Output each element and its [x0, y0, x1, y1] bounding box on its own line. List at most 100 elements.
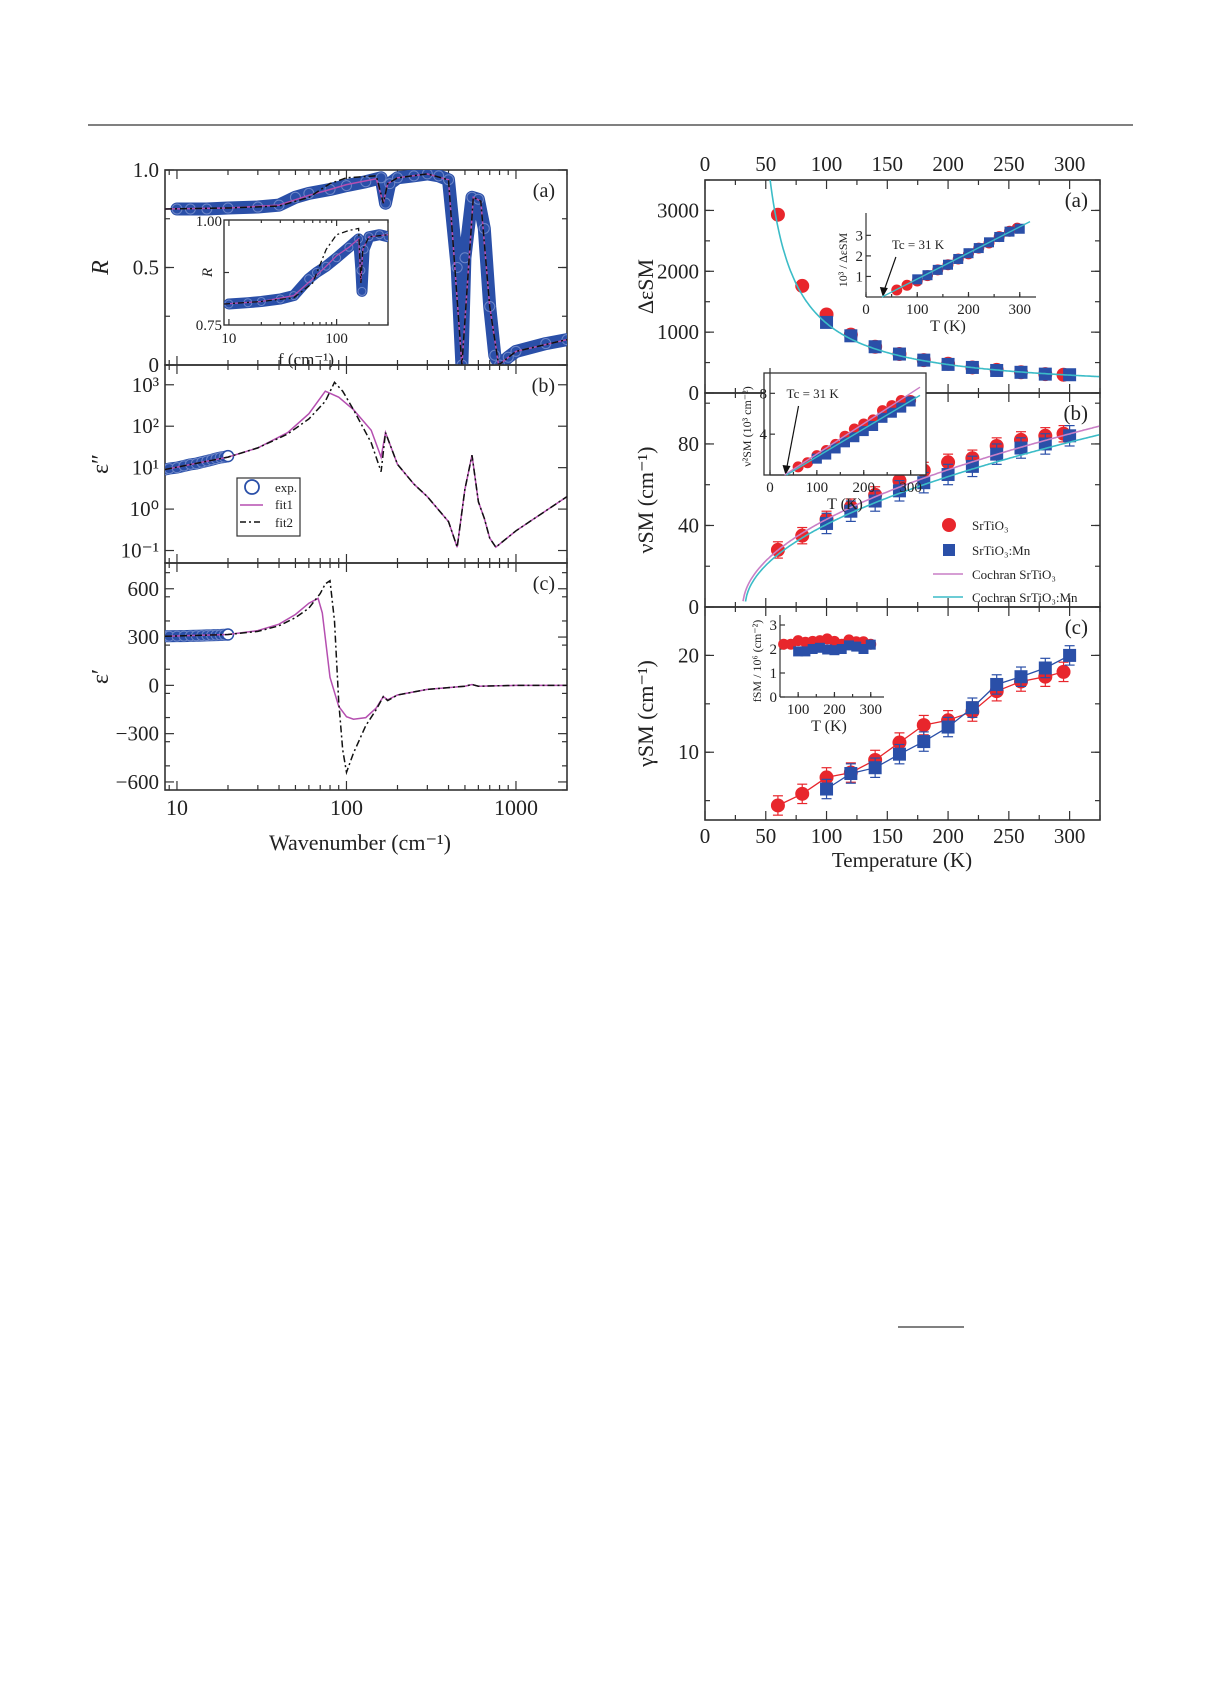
- inset-x-axis-label: T (K): [811, 718, 847, 735]
- inset-x-tick-label: 200: [823, 702, 846, 718]
- inset-y-axis-label: R: [200, 268, 216, 278]
- panel-frame: [164, 364, 568, 564]
- legend-marker-exp: [244, 479, 260, 495]
- series-group: [165, 170, 567, 365]
- legend-box: [236, 477, 301, 537]
- inset-a: 0 100 200 300 1 2 3 T (K) 10³ / ΔεSM Tc = 31 K: [836, 213, 1036, 335]
- x-tick-label: 300: [1054, 824, 1086, 848]
- top-x-tick-label: 300: [1054, 152, 1086, 176]
- panel-label: (a): [1065, 188, 1088, 212]
- left-panel-b: 10⁻¹ 10⁰ 10¹ 10² 10³ (b) ε″: [88, 364, 568, 564]
- inset-b: 0 100 200 300 4 8 T (K) ν²SM (10³ cm⁻²) Tc = 31 …: [740, 368, 927, 513]
- data-point-srtio3mn: [1038, 661, 1052, 675]
- x-tick-label: 10: [166, 795, 188, 820]
- y-tick-label: 3000: [657, 198, 699, 222]
- inset-x-tick-label: 0: [766, 480, 774, 496]
- data-point-exp: [459, 252, 471, 264]
- tc-arrow-line: [785, 405, 800, 470]
- data-point-exp: [494, 359, 506, 365]
- inset-point-srtio3mn: [821, 449, 832, 460]
- inset-c: 100 200 300 0 1 2 3 T (K) fSM / 10⁶ (cm⁻²): [750, 615, 884, 735]
- series-fit2-line: [165, 579, 567, 776]
- x-tick-label: 1000: [494, 795, 538, 820]
- inset-x-tick-label: 200: [957, 302, 980, 318]
- inset-y-tick-label: 1: [770, 666, 778, 682]
- y-tick-label: 10³: [132, 373, 159, 397]
- x-axis-label: Temperature (K): [832, 848, 972, 872]
- inset-x-axis-label: T (K): [930, 318, 966, 335]
- y-tick-label: 10⁻¹: [121, 539, 159, 563]
- y-axis-label: γSM (cm⁻¹): [633, 660, 658, 768]
- inset-y-tick-label: 1.00: [196, 214, 222, 230]
- inset-point-srtio3mn: [932, 264, 943, 275]
- top-x-tick-label: 0: [700, 152, 711, 176]
- inset-point-srtio3mn: [840, 437, 850, 448]
- data-point-srtio3mn: [965, 701, 979, 715]
- left-chart: 00.51.0(a)R10 1000.751.00f (cm⁻¹)R10⁻¹10⁰…: [88, 158, 568, 855]
- legend-label-cochran-srtio3: Cochran SrTiO₃: [972, 567, 1056, 582]
- data-point-srtio3: [770, 798, 785, 813]
- x-tick-label: 100: [330, 795, 363, 820]
- inset-y-tick-label: 2: [856, 249, 864, 265]
- series-group: [742, 425, 1100, 602]
- x-tick-label: 0: [700, 824, 711, 848]
- inset-y-tick-label: 0: [770, 690, 778, 706]
- panel-label: (b): [532, 375, 555, 397]
- y-axis-label: νSM (cm⁻¹): [633, 447, 658, 554]
- inset-background: [763, 372, 927, 476]
- inset-data-point: [332, 253, 342, 263]
- legend-marker-srtio3mn: [943, 544, 955, 556]
- panel-label: (c): [1065, 615, 1088, 639]
- data-point-srtio3mn: [868, 761, 882, 775]
- series-fit1-line: [165, 390, 567, 549]
- tc-annotation: Tc = 31 K: [787, 386, 840, 401]
- legend-label-srtio3mn: SrTiO₃:Mn: [972, 543, 1031, 558]
- inset-x-tick-label: 200: [853, 480, 876, 496]
- y-tick-label: 1000: [657, 320, 699, 344]
- inset-x-tick-label: 100: [806, 480, 829, 496]
- inset-point-srtio3mn: [922, 270, 933, 281]
- top-x-tick-label: 50: [755, 152, 776, 176]
- data-point-srtio3: [941, 455, 956, 470]
- fit-curve: [769, 180, 1100, 378]
- inset-y-tick-label: 4: [760, 427, 768, 443]
- inset-point-srtio3mn: [822, 644, 833, 655]
- x-axis-label: Wavenumber (cm⁻¹): [269, 830, 451, 855]
- inset-x-tick-label: 100: [906, 302, 929, 318]
- y-tick-label: 0.5: [133, 256, 159, 280]
- inset-fit-line-srtio3: [784, 386, 921, 476]
- data-point-exp: [375, 172, 387, 184]
- data-point-srtio3mn: [892, 747, 906, 761]
- inset-point-srtio3mn: [851, 641, 862, 652]
- data-point-srtio3: [916, 718, 931, 733]
- inset-point-srtio3mn: [800, 646, 811, 657]
- inset-point-srtio3mn: [836, 644, 847, 654]
- top-x-tick-label: 100: [811, 152, 843, 176]
- legend-label-exp: exp.: [275, 480, 297, 495]
- inset-point-srtio3mn: [830, 443, 841, 454]
- series-group: [770, 645, 1077, 816]
- x-tick-label: 150: [872, 824, 904, 848]
- panel-frame: [704, 606, 1101, 821]
- legend: exp. fit1 fit2: [236, 477, 301, 537]
- tc-arrow-line: [883, 256, 897, 292]
- inset-point-srtio3mn: [793, 646, 804, 657]
- data-point-srtio3: [819, 770, 834, 785]
- y-tick-label: 80: [678, 432, 699, 456]
- y-tick-label: 10⁰: [130, 497, 159, 521]
- inset-x-axis-label: f (cm⁻¹): [278, 350, 334, 369]
- inset-data-point: [357, 286, 367, 296]
- y-tick-label: 2000: [657, 259, 699, 283]
- inset-series: [224, 227, 388, 310]
- inset-x-tick-label: 300: [859, 702, 882, 718]
- inset-point-srtio3mn: [896, 402, 907, 413]
- top-x-tick-label: 200: [932, 152, 964, 176]
- panel-label: (a): [533, 180, 555, 202]
- panel-frame: [164, 562, 568, 791]
- inset-point-srtio3mn: [1014, 223, 1025, 234]
- series-group: [769, 180, 1100, 382]
- inset-point-srtio3mn: [829, 645, 840, 656]
- y-tick-label: 10: [678, 740, 699, 764]
